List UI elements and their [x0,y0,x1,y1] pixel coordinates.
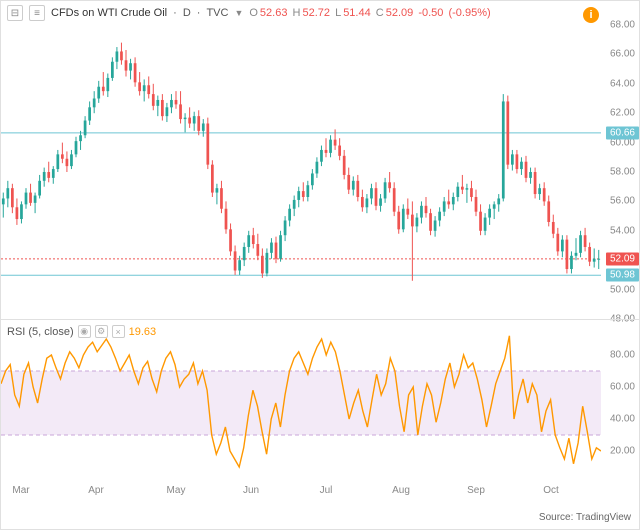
dot-sep: · [173,7,177,19]
eye-icon[interactable]: ◉ [78,325,91,338]
price-y-axis: 48.0050.0052.0054.0056.0058.0060.0062.00… [599,25,639,319]
rsi-chart[interactable] [1,323,601,483]
close-icon[interactable]: × [112,325,125,338]
chart-header: ⊟ ≡ CFDs on WTI Crude Oil · D · TVC ▼ O5… [1,1,639,25]
symbol-title[interactable]: CFDs on WTI Crude Oil [51,7,167,19]
collapse-icon[interactable]: ⊟ [7,5,23,21]
info-icon[interactable]: i [583,7,599,23]
time-x-axis: MarAprMayJunJulAugSepOct [1,485,601,501]
chevron-down-icon[interactable]: ▼ [234,8,243,18]
source-attribution: Source: TradingView [539,512,631,523]
bars-icon[interactable]: ≡ [29,5,45,21]
panel-divider[interactable] [1,319,640,320]
rsi-header: RSI (5, close) ◉ ⚙ × 19.63 [7,325,156,338]
price-chart[interactable] [1,25,601,319]
rsi-label: RSI (5, close) [7,326,74,338]
interval[interactable]: D [183,7,191,19]
data-source: TVC [206,7,228,19]
dot-sep: · [197,7,201,19]
rsi-y-axis: 20.0040.0060.0080.00 [599,323,639,483]
gear-icon[interactable]: ⚙ [95,325,108,338]
ohlc-readout: O52.63 H52.72 L51.44 C52.09 -0.50 (-0.95… [249,7,492,19]
chart-container: ⊟ ≡ CFDs on WTI Crude Oil · D · TVC ▼ O5… [0,0,640,530]
rsi-value: 19.63 [129,326,157,338]
